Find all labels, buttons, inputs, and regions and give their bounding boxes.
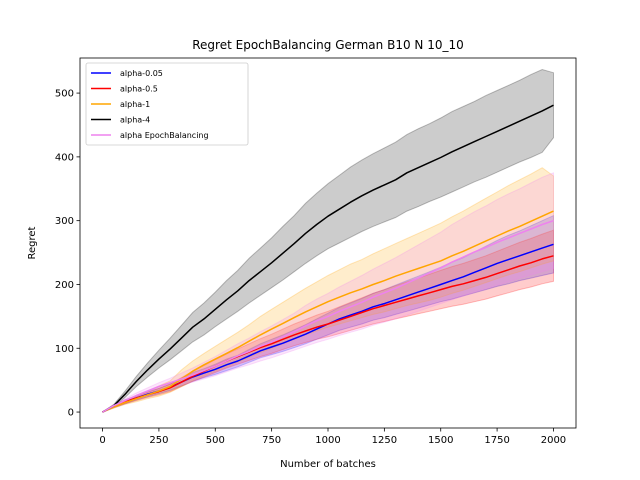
x-axis-ticks: 0 250 500 750 1000 1250 1500 1750 2000 (99, 428, 566, 446)
x-tick-label: 2000 (541, 435, 566, 446)
y-tick-label: 200 (55, 280, 74, 291)
legend: alpha-0.05 alpha-0.5 alpha-1 alpha-4 alpha E… (85, 62, 249, 146)
line-alpha-epochbalancing (102, 219, 554, 413)
y-tick-label: 300 (55, 216, 74, 227)
band-alpha-1 (102, 167, 554, 413)
line-alpha-4 (102, 104, 554, 413)
x-tick-label: 1500 (428, 435, 453, 446)
y-axis-ticks: 0 100 200 300 400 500 (55, 89, 80, 419)
x-tick-label: 750 (262, 435, 281, 446)
x-axis-label: Number of batches (280, 459, 376, 470)
y-axis-label: Regret (27, 226, 38, 259)
line-alpha-1 (102, 210, 554, 413)
x-tick-label: 1750 (484, 435, 509, 446)
legend-label-alpha-epochbalancing: alpha EpochBalancing (120, 131, 209, 140)
y-tick-label: 100 (55, 344, 74, 355)
legend-label-alpha-0-5: alpha-0.5 (120, 85, 158, 94)
y-tick-label: 500 (55, 89, 74, 100)
y-tick-label: 0 (68, 408, 74, 419)
band-alpha-epochbalancing (102, 172, 554, 413)
x-tick-label: 1250 (372, 435, 397, 446)
x-tick-label: 0 (99, 435, 105, 446)
legend-box (85, 62, 249, 146)
x-tick-label: 500 (206, 435, 225, 446)
legend-label-alpha-0-05: alpha-0.05 (120, 69, 163, 78)
y-tick-label: 400 (55, 152, 74, 163)
legend-label-alpha-1: alpha-1 (120, 100, 150, 109)
x-tick-label: 1000 (315, 435, 340, 446)
x-tick-label: 250 (149, 435, 168, 446)
chart-title: Regret EpochBalancing German B10 N 10_10 (192, 38, 463, 52)
line-alpha-0-5 (102, 255, 554, 413)
series-lines (102, 104, 554, 413)
legend-label-alpha-4: alpha-4 (120, 116, 150, 125)
